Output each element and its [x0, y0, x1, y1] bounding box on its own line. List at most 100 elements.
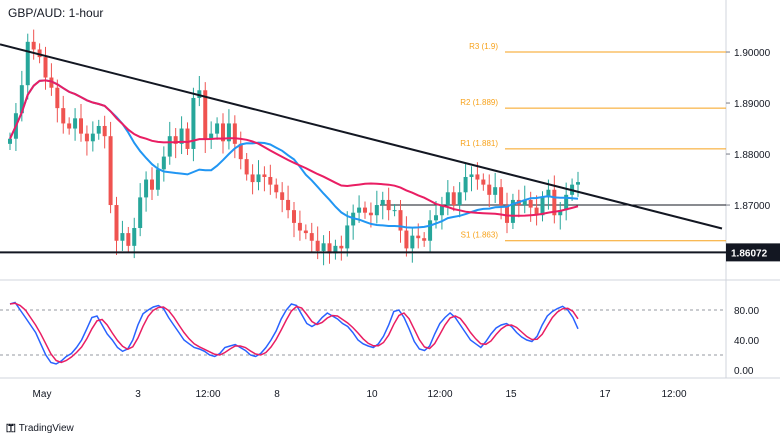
candle-body: [439, 205, 444, 216]
candle: [315, 226, 320, 260]
y-tick-label: 1.87000: [734, 201, 771, 212]
candle: [197, 75, 202, 107]
candle: [297, 210, 302, 241]
candle: [215, 117, 220, 140]
candle: [84, 125, 89, 156]
candle: [161, 146, 166, 182]
candle-body: [96, 125, 101, 134]
candle-body: [392, 210, 397, 212]
candle-body: [487, 184, 492, 195]
candle: [150, 167, 154, 200]
candle-body: [445, 192, 450, 206]
candle-body: [49, 77, 54, 88]
descending-trendline: [0, 43, 723, 230]
candle: [114, 196, 119, 256]
candle-body: [19, 85, 24, 114]
candle: [333, 239, 338, 260]
x-tick-label: 8: [274, 389, 280, 400]
candle-body: [268, 176, 273, 185]
candle: [386, 187, 391, 221]
candle-body: [410, 235, 415, 249]
candle-body: [345, 225, 350, 249]
candle: [528, 191, 533, 222]
candle: [232, 115, 237, 159]
x-tick-label: 12:00: [661, 389, 686, 400]
candle-body: [61, 108, 66, 124]
candle-body: [167, 136, 172, 157]
candle-body: [244, 159, 249, 175]
candle: [238, 131, 243, 170]
x-tick-label: May: [33, 389, 52, 400]
candle: [274, 178, 279, 199]
candle-body: [108, 136, 113, 206]
candle: [144, 171, 149, 212]
candle-body: [232, 123, 237, 144]
candle: [126, 226, 131, 252]
candle: [185, 122, 190, 156]
candle: [510, 193, 515, 230]
candle-body: [31, 41, 36, 50]
candle: [120, 220, 125, 251]
candle-body: [522, 199, 527, 206]
candle: [37, 43, 42, 64]
candle-body: [37, 49, 42, 58]
candle-body: [469, 174, 474, 177]
candle: [327, 231, 332, 264]
candle: [451, 186, 456, 212]
stoch-y-tick-label: 40.00: [734, 336, 759, 347]
candle: [404, 216, 409, 257]
tradingview-branding[interactable]: 🇹 TradingView: [6, 422, 74, 435]
candle: [487, 174, 492, 208]
candle: [463, 162, 468, 201]
candle: [398, 199, 403, 243]
stoch-y-tick-label: 0.00: [734, 366, 754, 377]
candle: [8, 132, 12, 150]
candle: [102, 115, 107, 149]
candle: [31, 29, 36, 60]
candle: [167, 121, 172, 165]
candle-body: [292, 210, 296, 223]
candle: [445, 180, 450, 216]
candle-body: [185, 128, 190, 149]
candle: [138, 183, 143, 237]
candle: [309, 222, 314, 253]
candle-body: [8, 138, 12, 144]
candle: [292, 201, 296, 238]
x-tick-label: 10: [366, 389, 378, 400]
candle-body: [422, 238, 427, 241]
candle-body: [132, 227, 137, 246]
candle-body: [55, 87, 60, 109]
candle: [410, 227, 415, 263]
candle: [534, 195, 539, 226]
candle-body: [428, 220, 433, 241]
candle-body: [309, 233, 314, 241]
current-price-label: 1.86072: [731, 248, 768, 259]
candle-body: [363, 207, 367, 213]
pivot-level-label: S1 (1.863): [461, 231, 499, 240]
candle-body: [315, 240, 320, 251]
x-tick-label: 17: [599, 389, 611, 400]
candle: [256, 160, 261, 191]
candle: [262, 166, 267, 192]
candle-body: [179, 128, 184, 144]
candle-body: [114, 205, 119, 241]
candle: [357, 195, 362, 223]
y-tick-label: 1.89000: [734, 99, 771, 110]
pivot-level-label: R3 (1.9): [469, 42, 498, 51]
candle: [96, 119, 101, 140]
candle-body: [221, 123, 225, 142]
candle: [392, 204, 397, 217]
candle: [209, 121, 214, 149]
candle-body: [173, 136, 178, 144]
x-tick-label: 12:00: [195, 389, 220, 400]
candle: [363, 201, 367, 219]
candle-body: [126, 233, 131, 246]
candle-body: [534, 207, 539, 216]
candle-body: [25, 41, 30, 86]
candle: [179, 116, 184, 155]
candle: [321, 235, 326, 266]
candle: [55, 79, 60, 123]
candle-body: [79, 118, 83, 134]
candle: [67, 117, 72, 135]
x-tick-label: 15: [505, 389, 517, 400]
